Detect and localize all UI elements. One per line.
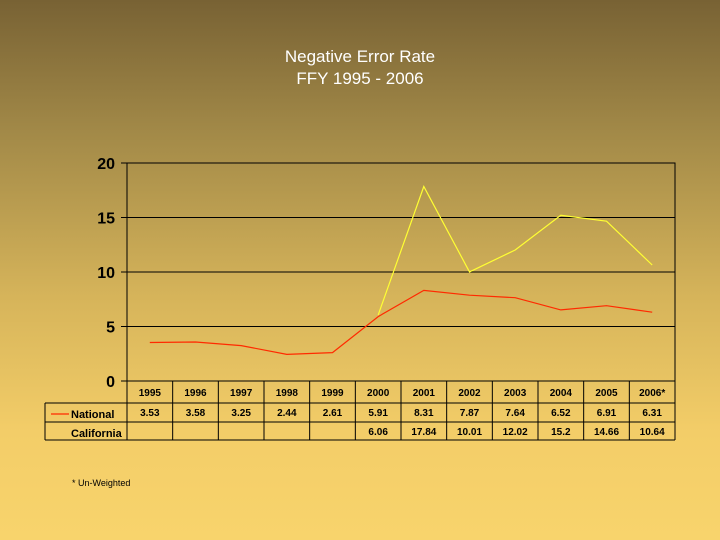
data-label: 3.53 [140,408,160,419]
chart-title-line2: FFY 1995 - 2006 [296,69,424,88]
data-label: 7.64 [505,408,525,419]
series-line-california [377,185,653,316]
data-label: 2.61 [323,408,343,419]
data-label: 6.52 [551,408,571,419]
x-tick-label: 2003 [504,388,527,399]
y-tick-label: 10 [97,265,115,282]
x-tick-label: 2002 [458,388,481,399]
legend-label-national: National [71,409,114,421]
data-label: 15.2 [551,427,571,438]
x-tick-label: 2001 [413,388,436,399]
data-label: 3.58 [186,408,206,419]
data-label: 17.84 [411,427,436,438]
x-tick-label: 2006* [639,388,665,399]
data-label: 12.02 [503,427,528,438]
x-tick-label: 2005 [595,388,618,399]
data-label: 3.25 [231,408,251,419]
legend-label-california: California [71,428,123,440]
x-tick-label: 1997 [230,388,253,399]
x-tick-label: 1995 [139,388,162,399]
y-tick-label: 20 [97,156,115,173]
footnote: * Un-Weighted [72,478,131,488]
chart-title-line1: Negative Error Rate [284,47,436,66]
data-label: 6.06 [368,427,388,438]
x-tick-label: 1998 [276,388,299,399]
x-tick-label: 2000 [367,388,390,399]
x-tick-label: 1999 [321,388,344,399]
data-label: 10.64 [640,427,665,438]
data-label: 14.66 [594,427,619,438]
y-tick-label: 0 [106,374,115,391]
series-line-national [149,289,653,356]
data-label: 8.31 [414,408,434,419]
x-tick-label: 2004 [550,388,573,399]
x-tick-label: 1996 [184,388,207,399]
data-label: 5.91 [368,408,388,419]
y-tick-label: 15 [97,211,115,228]
data-label: 2.44 [277,408,297,419]
y-tick-label: 5 [106,320,115,337]
data-label: 6.31 [642,408,662,419]
data-label: 10.01 [457,427,482,438]
data-label: 7.87 [460,408,480,419]
data-label: 6.91 [597,408,617,419]
